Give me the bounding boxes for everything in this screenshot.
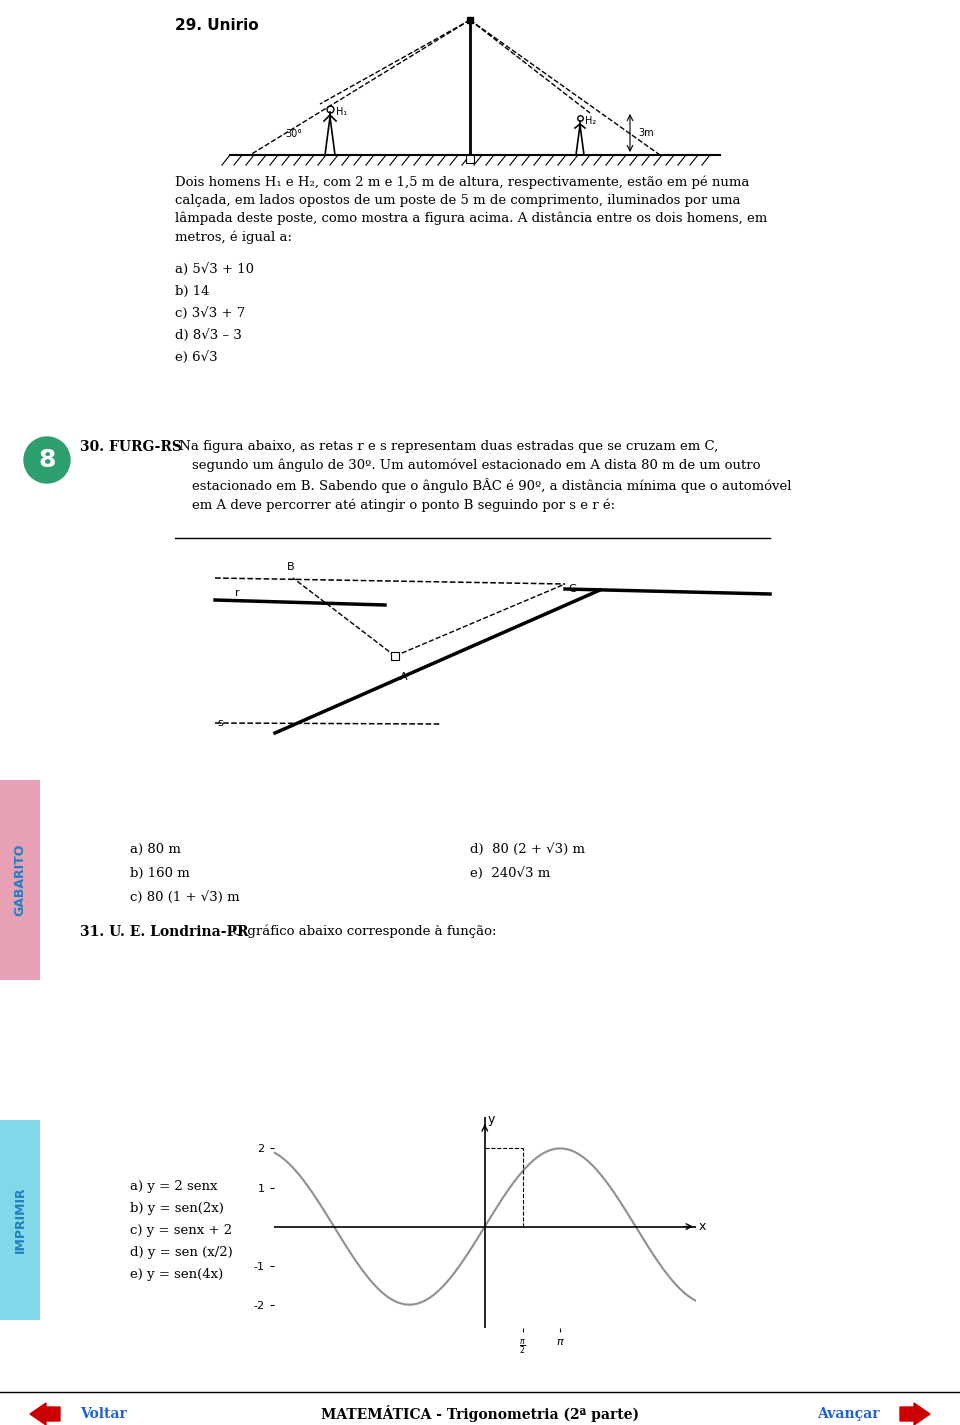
Text: b) 14: b) 14 — [175, 285, 209, 298]
Text: e) 6√3: e) 6√3 — [175, 351, 218, 363]
Text: a) y = 2 senx: a) y = 2 senx — [130, 1180, 218, 1193]
Bar — [391, 653, 399, 660]
Text: GABARITO: GABARITO — [13, 844, 27, 916]
Text: 30. FURG-RS: 30. FURG-RS — [80, 440, 181, 455]
Text: Dois homens H₁ e H₂, com 2 m e 1,5 m de altura, respectivamente, estão em pé num: Dois homens H₁ e H₂, com 2 m e 1,5 m de … — [175, 175, 767, 244]
Text: H₁: H₁ — [336, 107, 348, 117]
Text: A: A — [400, 673, 408, 683]
Text: Voltar: Voltar — [80, 1406, 127, 1421]
Text: x: x — [699, 1220, 706, 1233]
FancyArrow shape — [30, 1404, 60, 1425]
Bar — [466, 155, 474, 162]
Text: IMPRIMIR: IMPRIMIR — [13, 1187, 27, 1254]
Text: e) y = sen(4x): e) y = sen(4x) — [130, 1268, 224, 1281]
Circle shape — [24, 437, 70, 483]
Bar — [0, 1120, 40, 1320]
Text: B: B — [287, 561, 295, 571]
Text: O gráfico abaixo corresponde à função:: O gráfico abaixo corresponde à função: — [228, 925, 496, 939]
Text: MATEMÁTICA - Trigonometria (2ª parte): MATEMÁTICA - Trigonometria (2ª parte) — [321, 1405, 639, 1422]
Text: H₂: H₂ — [585, 115, 596, 125]
Text: Na figura abaixo, as retas r e s representam duas estradas que se cruzam em C,
 : Na figura abaixo, as retas r e s represe… — [175, 440, 791, 512]
Text: c) y = senx + 2: c) y = senx + 2 — [130, 1224, 232, 1237]
Bar — [0, 779, 40, 980]
Text: 29. Unirio: 29. Unirio — [175, 19, 258, 33]
Text: c) 3√3 + 7: c) 3√3 + 7 — [175, 306, 245, 321]
Text: 3m: 3m — [638, 128, 654, 138]
Text: a) 5√3 + 10: a) 5√3 + 10 — [175, 264, 254, 276]
Text: b) 160 m: b) 160 m — [130, 866, 190, 881]
Text: e)  240√3 m: e) 240√3 m — [470, 866, 550, 881]
Text: d) y = sen (x/2): d) y = sen (x/2) — [130, 1245, 232, 1260]
Text: C: C — [568, 584, 576, 594]
Text: 31. U. E. Londrina-PR: 31. U. E. Londrina-PR — [80, 925, 249, 939]
Text: Avançar: Avançar — [818, 1406, 880, 1421]
Text: b) y = sen(2x): b) y = sen(2x) — [130, 1203, 224, 1216]
Text: y: y — [488, 1113, 494, 1126]
Text: 30°: 30° — [285, 130, 302, 140]
Text: d) 8√3 – 3: d) 8√3 – 3 — [175, 329, 242, 342]
Text: 8: 8 — [38, 447, 56, 472]
Text: a) 80 m: a) 80 m — [130, 844, 180, 856]
Text: s: s — [217, 718, 223, 728]
Text: d)  80 (2 + √3) m: d) 80 (2 + √3) m — [470, 844, 585, 856]
Text: c) 80 (1 + √3) m: c) 80 (1 + √3) m — [130, 891, 240, 903]
Text: r: r — [235, 589, 240, 598]
FancyArrow shape — [900, 1404, 930, 1425]
